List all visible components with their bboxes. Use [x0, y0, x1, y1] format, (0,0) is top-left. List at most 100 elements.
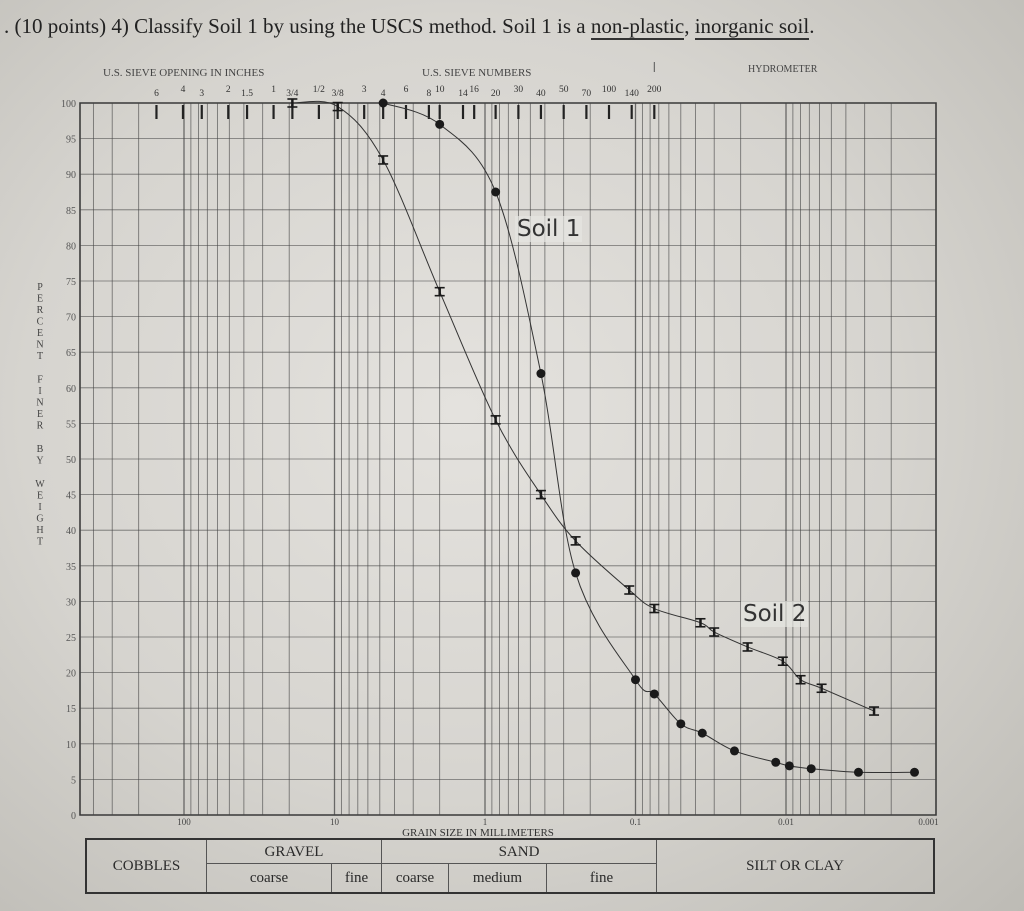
sand-coarse-cell: coarse — [382, 864, 449, 892]
y-axis-label-letter: P — [37, 282, 43, 293]
sieve-label: 50 — [559, 85, 569, 95]
sand-fine-cell: fine — [547, 864, 657, 892]
y-tick-label: 35 — [66, 562, 76, 573]
y-axis-label-letter: E — [37, 328, 43, 339]
underlined-inorganic: inorganic soil — [694, 14, 810, 40]
soil-1-point — [631, 675, 640, 685]
soil-2-point — [332, 101, 343, 112]
y-axis-label-letter: E — [37, 491, 43, 502]
y-tick-label: 90 — [66, 170, 76, 181]
y-axis-label-letter: I — [38, 386, 41, 397]
y-axis-label-letter: R — [37, 421, 44, 432]
question-text: . (10 points) 4) Classify Soil 1 by usin… — [4, 14, 815, 40]
sieve-label: 8 — [427, 89, 432, 99]
cobbles-cell: COBBLES — [87, 840, 207, 892]
y-tick-label: 50 — [66, 455, 76, 466]
soil-2-point — [624, 585, 635, 595]
sieve-label: 70 — [582, 89, 592, 99]
x-tick-label: 0.01 — [778, 817, 794, 827]
soil-1-label: Soil 1 — [515, 216, 583, 242]
soil-2-point — [378, 155, 389, 165]
sieve-label: 4 — [381, 89, 386, 99]
gravel-cell: GRAVEL — [207, 840, 382, 864]
soil-classification-table: COBBLES GRAVEL coarse fine SAND coarse m… — [85, 838, 935, 894]
y-axis-label-letter: I — [38, 502, 41, 513]
sieve-label: 3 — [362, 85, 367, 95]
question-prefix: . (10 points) 4) Classify Soil 1 by usin… — [4, 14, 591, 38]
sieve-label: 3/8 — [332, 89, 344, 99]
y-axis-label-letter: H — [36, 525, 43, 536]
sieve-label: 1 — [271, 85, 276, 95]
top-hydrometer-title: HYDROMETER — [748, 64, 818, 75]
soil-2-label: Soil 2 — [741, 601, 809, 627]
y-tick-label: 65 — [66, 348, 76, 359]
y-tick-label: 0 — [71, 811, 76, 822]
soil-2-point — [869, 706, 880, 716]
y-tick-label: 100 — [61, 99, 76, 110]
y-tick-label: 5 — [71, 775, 76, 786]
question-suffix: . — [809, 14, 815, 38]
sieve-label: 3 — [199, 89, 204, 99]
y-tick-label: 55 — [66, 419, 76, 430]
x-tick-label: 1 — [483, 817, 488, 827]
top-numbers-title: U.S. SIEVE NUMBERS — [422, 67, 531, 79]
sieve-label: 10 — [435, 85, 445, 95]
y-tick-label: 80 — [66, 241, 76, 252]
y-tick-label: 75 — [66, 277, 76, 288]
y-tick-label: 20 — [66, 669, 76, 680]
x-axis-label: GRAIN SIZE IN MILLIMETERS — [402, 827, 554, 839]
sand-medium-cell: medium — [449, 864, 547, 892]
soil-1-point — [378, 98, 388, 108]
soil-1-point — [676, 719, 686, 729]
y-axis-label-letter: G — [36, 514, 43, 525]
gravel-fine-cell: fine — [332, 864, 382, 892]
soil-1-point — [435, 119, 445, 129]
y-axis-label-letter: E — [37, 409, 43, 420]
y-tick-label: 10 — [66, 740, 76, 751]
y-axis-label-letter: T — [37, 537, 43, 548]
soil-2-point — [490, 415, 501, 425]
y-axis-label-letter: Y — [36, 456, 43, 467]
sieve-label: 20 — [491, 89, 501, 99]
x-tick-label: 100 — [177, 817, 191, 827]
top-axis: 6 4 3 2 1.5 1 3/4 1/2 3/8 3 4 6 8 10 14 16 20 30 40 50 70 100… — [154, 62, 662, 119]
soil-1-point — [649, 689, 659, 699]
soil-2-point — [287, 98, 298, 108]
sieve-label: 3/4 — [286, 89, 298, 99]
y-tick-label: 45 — [66, 491, 76, 502]
question-sep: , — [684, 14, 695, 38]
sieve-label: 2 — [226, 85, 231, 95]
soil-1-point — [910, 767, 920, 777]
y-tick-label: 30 — [66, 597, 76, 608]
sieve-label: 6 — [154, 89, 159, 99]
soil-1-point — [771, 757, 781, 767]
soil-2-point — [777, 656, 788, 667]
y-tick-label: 70 — [66, 313, 76, 324]
soil-1-point — [536, 369, 546, 379]
x-tick-label: 10 — [330, 817, 340, 827]
sieve-label: 1/2 — [313, 85, 325, 95]
x-tick-label: 0.1 — [630, 817, 641, 827]
soil-2-point — [742, 642, 753, 652]
soil-1-point — [806, 764, 816, 774]
y-axis-label-letter: W — [35, 479, 45, 490]
y-axis-label-letter: F — [37, 375, 43, 386]
y-tick-label: 15 — [66, 704, 76, 715]
y-tick-label: 95 — [66, 135, 76, 146]
sieve-label: 30 — [514, 85, 524, 95]
y-axis-label-letter: N — [36, 398, 43, 409]
sieve-label: 100 — [602, 85, 617, 95]
axes: 0510152025303540455055606570758085909510… — [35, 99, 938, 827]
sieve-label: 14 — [458, 89, 468, 99]
soil-2-point — [570, 536, 581, 546]
series-line-soil-1 — [382, 102, 915, 774]
sieve-label: 140 — [625, 89, 640, 99]
soil-2-point — [434, 286, 445, 297]
y-tick-label: 85 — [66, 206, 76, 217]
sieve-label: 4 — [181, 85, 186, 95]
soil-1-point — [729, 746, 739, 756]
soil-1-point — [784, 761, 794, 771]
sieve-label: 40 — [536, 89, 546, 99]
grid — [79, 102, 937, 816]
